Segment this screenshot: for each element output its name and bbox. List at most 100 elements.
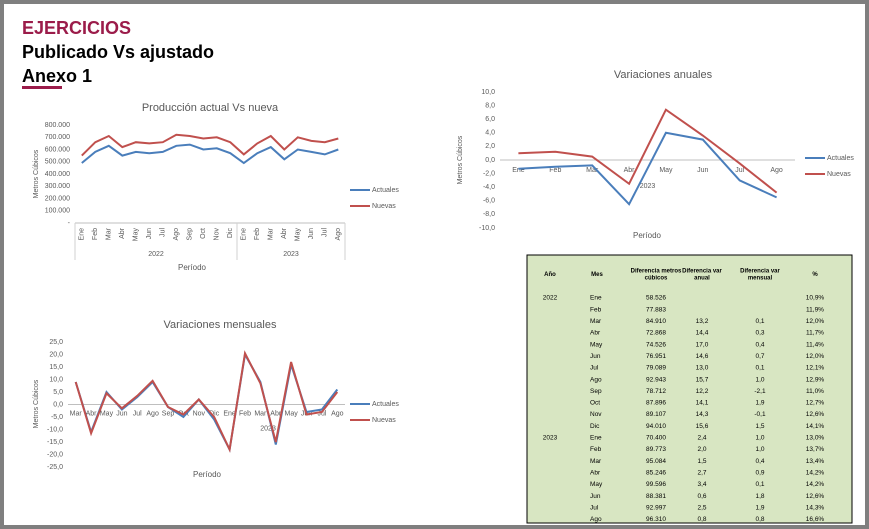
table-cell: 0,3 xyxy=(755,330,764,337)
y-tick-label: 15,0 xyxy=(49,364,63,371)
y-tick-label: 6,0 xyxy=(485,116,495,123)
table-cell: 2,7 xyxy=(697,469,706,476)
table-cell: 1,5 xyxy=(755,423,764,430)
group-label: 2023 xyxy=(260,425,276,432)
y-tick-label: 10,0 xyxy=(481,89,495,96)
chart-title: Producción actual Vs nueva xyxy=(142,102,279,114)
x-tick-label: Feb xyxy=(549,167,561,174)
table-cell: 88.381 xyxy=(646,493,666,500)
series-line xyxy=(74,350,339,453)
x-axis-label: Período xyxy=(178,263,207,272)
table-cell: 84.910 xyxy=(646,318,666,325)
x-tick-label: Jun xyxy=(308,228,315,239)
table-cell: 16,6% xyxy=(806,516,825,523)
table-cell: 0,9 xyxy=(755,469,764,476)
table-cell: Mar xyxy=(590,458,602,465)
table-cell: 89.107 xyxy=(646,411,666,418)
x-tick-label: Mar xyxy=(106,227,113,240)
y-tick-label: -20,0 xyxy=(47,451,63,458)
y-tick-label: 25,0 xyxy=(49,339,63,346)
table-cell: 72.868 xyxy=(646,330,666,337)
legend-label: Actuales xyxy=(827,155,854,162)
legend-label: Actuales xyxy=(372,401,399,408)
table-cell: 17,0 xyxy=(696,341,709,348)
table-cell: 95.084 xyxy=(646,458,666,465)
table-cell: Abr xyxy=(590,330,601,337)
x-tick-label: Dic xyxy=(227,228,234,239)
y-axis-label: Metros Cúbicos xyxy=(33,149,40,198)
table-cell: 14,6 xyxy=(696,353,709,360)
underline xyxy=(22,86,62,89)
x-tick-label: Abr xyxy=(119,227,126,239)
table-cell: 12,9% xyxy=(806,376,825,383)
table-cell: 1,5 xyxy=(697,458,706,465)
table-cell: 0,4 xyxy=(755,458,764,465)
x-tick-label: Mar xyxy=(70,410,83,417)
x-tick-label: Ene xyxy=(512,167,525,174)
table-cell: 2,4 xyxy=(697,435,706,442)
table-cell: 12,1% xyxy=(806,365,825,372)
table-cell: 2,0 xyxy=(697,446,706,453)
table-cell: 2,5 xyxy=(697,504,706,511)
x-tick-label: Feb xyxy=(239,410,251,417)
x-tick-label: May xyxy=(133,228,140,242)
table-cell: 15,6 xyxy=(696,423,709,430)
x-tick-label: Feb xyxy=(254,228,261,240)
title: Publicado Vs ajustado xyxy=(22,42,214,62)
table-cell: 58.526 xyxy=(646,295,666,302)
x-tick-label: Jul xyxy=(735,167,744,174)
table-cell: 13,0 xyxy=(696,365,709,372)
x-tick-label: Ago xyxy=(331,410,344,417)
table-cell: Nov xyxy=(590,411,602,418)
table-cell: 99.596 xyxy=(646,481,666,488)
x-tick-label: Dic xyxy=(209,410,220,417)
y-tick-label: -2,0 xyxy=(483,170,495,177)
table-cell: 74.526 xyxy=(646,341,666,348)
table-header: Diferencia var anual xyxy=(682,268,722,281)
table-cell: 0,1 xyxy=(755,481,764,488)
table-cell: 76.951 xyxy=(646,353,666,360)
table-header: Año xyxy=(544,272,556,278)
table-cell: 11,7% xyxy=(806,330,824,337)
table-cell: 14,1% xyxy=(806,423,825,430)
table-cell: 0,8 xyxy=(697,516,706,523)
table-cell: 12,6% xyxy=(806,411,825,418)
y-tick-label: 600.000 xyxy=(45,146,70,153)
x-tick-label: Mar xyxy=(254,410,267,417)
x-tick-label: May xyxy=(285,410,299,417)
x-tick-label: Ene xyxy=(223,410,236,417)
table-cell: Dic xyxy=(590,423,600,430)
series-line xyxy=(81,143,339,165)
y-tick-label: 8,0 xyxy=(485,102,495,109)
x-tick-label: May xyxy=(100,410,114,417)
y-tick-label: 2,0 xyxy=(485,143,495,150)
table-cell: 13,4% xyxy=(806,458,825,465)
x-tick-label: Jul xyxy=(160,228,167,237)
legend-label: Nuevas xyxy=(372,417,396,424)
table-cell: Jun xyxy=(590,353,601,360)
table-header: Mes xyxy=(591,272,603,278)
legend-label: Nuevas xyxy=(372,203,396,210)
table-cell: Ago xyxy=(590,516,602,523)
y-tick-label: 100.000 xyxy=(45,208,70,215)
y-tick-label: 500.000 xyxy=(45,159,70,166)
table-cell: 0,8 xyxy=(755,516,764,523)
table-cell: 12,0% xyxy=(806,353,825,360)
group-label: 2023 xyxy=(640,183,656,190)
table-cell: 14,2% xyxy=(806,469,825,476)
y-axis-label: Metros Cúbicos xyxy=(457,135,464,184)
table-cell: Jul xyxy=(590,504,599,511)
table-cell: 70.400 xyxy=(646,435,666,442)
y-tick-label: 700.000 xyxy=(45,134,70,141)
table-cell: 1,0 xyxy=(755,446,764,453)
y-tick-label: -6,0 xyxy=(483,198,495,205)
table-cell: 0,7 xyxy=(755,353,764,360)
table-cell: Ene xyxy=(590,295,602,302)
legend-label: Actuales xyxy=(372,187,399,194)
table-cell: Mar xyxy=(590,318,602,325)
y-tick-label: 300.000 xyxy=(45,183,70,190)
table-cell: 78.712 xyxy=(646,388,666,395)
x-tick-label: Sep xyxy=(187,228,194,241)
x-tick-label: Nov xyxy=(214,228,221,241)
table-cell: 12,2 xyxy=(696,388,709,395)
